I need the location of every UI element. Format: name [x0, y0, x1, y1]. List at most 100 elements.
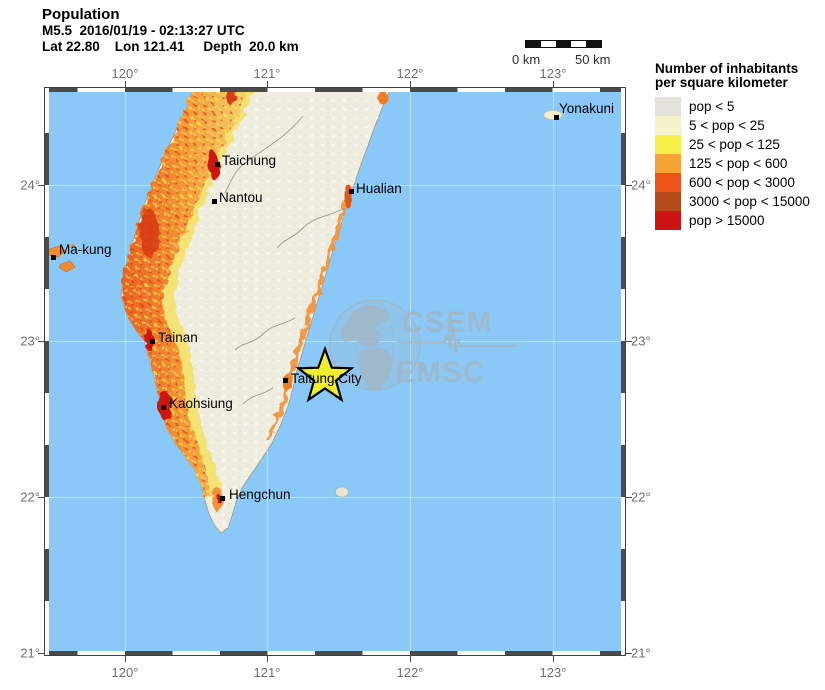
city-dot-hengchun	[220, 496, 225, 501]
penghu-islands	[46, 244, 76, 273]
legend-row-6: pop > 15000	[655, 211, 823, 230]
legend-title-line1: Number of inhabitants	[655, 61, 799, 76]
city-dot-taichung	[215, 162, 220, 167]
city-dot-hualian	[349, 189, 354, 194]
graticule-meridian	[125, 88, 126, 655]
watermark-emsc-text: EMSC	[395, 356, 486, 389]
lon-label-bottom-122-: 122°	[396, 665, 424, 680]
lat-tick-right-2	[625, 497, 632, 498]
legend-title-line2: per square kilometer	[655, 75, 788, 90]
lon-label-top-121-: 121°	[253, 66, 281, 81]
city-label-kaohsiung: Kaohsiung	[169, 396, 233, 411]
page-title: Population	[42, 6, 120, 23]
legend-row-0: pop < 5	[655, 97, 823, 116]
legend-swatch-6	[655, 211, 681, 230]
legend-label-4: 600 < pop < 3000	[689, 175, 795, 190]
lat-tick-left-0	[38, 185, 45, 186]
legend-label-5: 3000 < pop < 15000	[689, 194, 810, 209]
scale-bar-segment-2	[556, 41, 571, 47]
map-artwork: CSEM EMSC	[46, 88, 563, 534]
city-label-nantou: Nantou	[219, 190, 263, 205]
lon-label-top-120-: 120°	[111, 66, 139, 81]
map-frame-right	[621, 88, 625, 655]
legend-swatch-0	[655, 97, 681, 116]
lon-tick-bottom-1	[267, 655, 268, 662]
lon-tick-top-0	[125, 81, 126, 88]
city-dot-yonakuni	[554, 115, 559, 120]
city-label-yonakuni: Yonakuni	[559, 101, 615, 116]
legend-swatch-2	[655, 135, 681, 154]
legend-label-3: 125 < pop < 600	[689, 156, 788, 171]
lat-tick-left-3	[38, 653, 45, 654]
lon-label-bottom-123-: 123°	[539, 665, 567, 680]
lon-tick-bottom-2	[410, 655, 411, 662]
city-label-taichung: Taichung	[222, 153, 277, 168]
scale-bar-segments	[525, 40, 602, 48]
legend-swatch-1	[655, 116, 681, 135]
map-frame-bottom	[45, 651, 625, 655]
event-magnitude-datetime: M5.5 2016/01/19 - 02:13:27 UTC	[42, 23, 245, 38]
legend-label-2: 25 < pop < 125	[689, 137, 780, 152]
epicenter-star	[295, 345, 355, 403]
lat-label-left-22-: 22°	[20, 489, 40, 505]
city-dot-nantou	[212, 199, 217, 204]
graticule-parallel	[45, 341, 625, 342]
lat-tick-right-3	[625, 653, 632, 654]
legend-swatch-4	[655, 173, 681, 192]
lon-tick-bottom-0	[125, 655, 126, 662]
lat-tick-right-1	[625, 341, 632, 342]
city-dot-taitung-city	[283, 378, 288, 383]
lat-label-left-24-: 24°	[20, 177, 40, 193]
lon-label-top-122-: 122°	[396, 66, 424, 81]
legend-swatch-3	[655, 154, 681, 173]
graticule-meridian	[553, 88, 554, 655]
legend-row-1: 5 < pop < 25	[655, 116, 823, 135]
lat-label-right-21-: 21°	[631, 645, 651, 661]
scale-bar-segment-0	[526, 41, 541, 47]
lon-label-bottom-120-: 120°	[111, 665, 139, 680]
lon-tick-bottom-3	[553, 655, 554, 662]
population-density-west	[121, 88, 255, 500]
lon-label-bottom-121-: 121°	[253, 665, 281, 680]
lon-tick-top-2	[410, 81, 411, 88]
city-label-hengchun: Hengchun	[229, 487, 291, 502]
lat-label-right-22-: 22°	[631, 489, 651, 505]
city-label-ma-kung: Ma-kung	[59, 242, 112, 257]
graticule-parallel	[45, 497, 625, 498]
legend-rows: pop < 5 5 < pop < 25 25 < pop < 125 125 < p…	[655, 97, 823, 230]
scale-bar-segment-4	[586, 41, 601, 47]
city-label-tainan: Tainan	[158, 330, 198, 345]
event-location-depth: Lat 22.80 Lon 121.41 Depth 20.0 km	[42, 39, 299, 54]
legend-label-6: pop > 15000	[689, 213, 765, 228]
map-frame-left	[45, 88, 49, 655]
population-legend: Number of inhabitants per square kilomet…	[655, 62, 823, 230]
legend-row-2: 25 < pop < 125	[655, 135, 823, 154]
city-dot-ma-kung	[51, 255, 56, 260]
lat-label-left-23-: 23°	[20, 333, 40, 349]
scale-bar-segment-3	[571, 41, 586, 47]
legend-label-0: pop < 5	[689, 99, 735, 114]
lat-tick-left-2	[38, 497, 45, 498]
map-scale-bar: 0 km 50 km	[512, 40, 610, 67]
map-canvas: CSEM EMSC Taichung Nantou Hualian Ma-kung Ta…	[44, 87, 626, 656]
scale-bar-end-label: 50 km	[575, 52, 611, 67]
lat-label-right-23-: 23°	[631, 333, 651, 349]
legend-row-3: 125 < pop < 600	[655, 154, 823, 173]
city-dot-tainan	[150, 339, 155, 344]
watermark-seismogram	[397, 324, 517, 354]
city-dot-kaohsiung	[161, 405, 166, 410]
legend-row-5: 3000 < pop < 15000	[655, 192, 823, 211]
city-label-taitung-city: Taitung City	[291, 371, 362, 386]
lon-tick-top-1	[267, 81, 268, 88]
lon-label-top-123-: 123°	[539, 66, 567, 81]
lanyu-island	[335, 486, 349, 498]
scale-bar-start-label: 0 km	[512, 52, 541, 67]
scale-bar-segment-1	[541, 41, 556, 47]
lon-tick-top-3	[553, 81, 554, 88]
lat-tick-left-1	[38, 341, 45, 342]
legend-swatch-5	[655, 192, 681, 211]
legend-row-4: 600 < pop < 3000	[655, 173, 823, 192]
city-label-hualian: Hualian	[356, 181, 402, 196]
rivers	[224, 115, 346, 405]
